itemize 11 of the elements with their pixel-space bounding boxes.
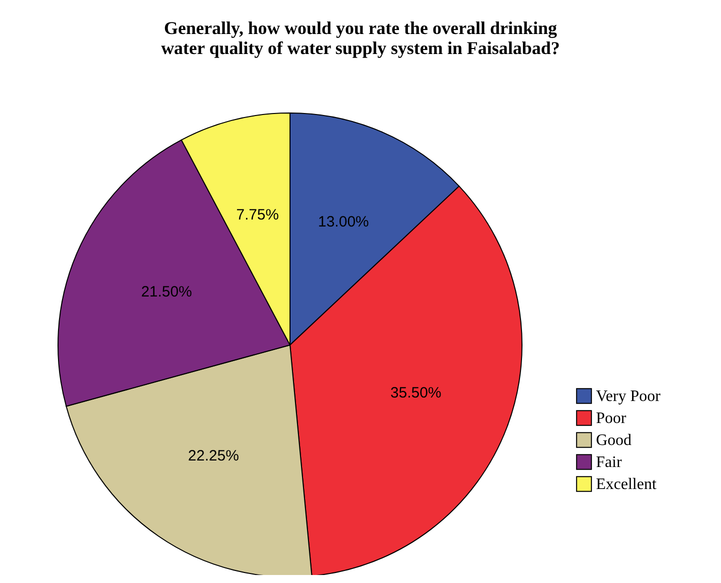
legend-label: Good: [596, 432, 632, 449]
chart-title: Generally, how would you rate the overall drinking water quality of water supply system in Faisalabad?: [161, 18, 560, 58]
data-label: 35.50%: [390, 384, 442, 402]
data-label: 13.00%: [318, 214, 369, 231]
data-label: 7.75%: [236, 206, 279, 224]
legend-label: Poor: [596, 410, 627, 427]
legend-label: Excellent: [596, 476, 657, 493]
legend-label: Fair: [596, 454, 622, 471]
data-label: 21.50%: [141, 284, 192, 301]
legend-label: Very Poor: [596, 388, 662, 405]
data-label: 22.25%: [188, 448, 239, 465]
